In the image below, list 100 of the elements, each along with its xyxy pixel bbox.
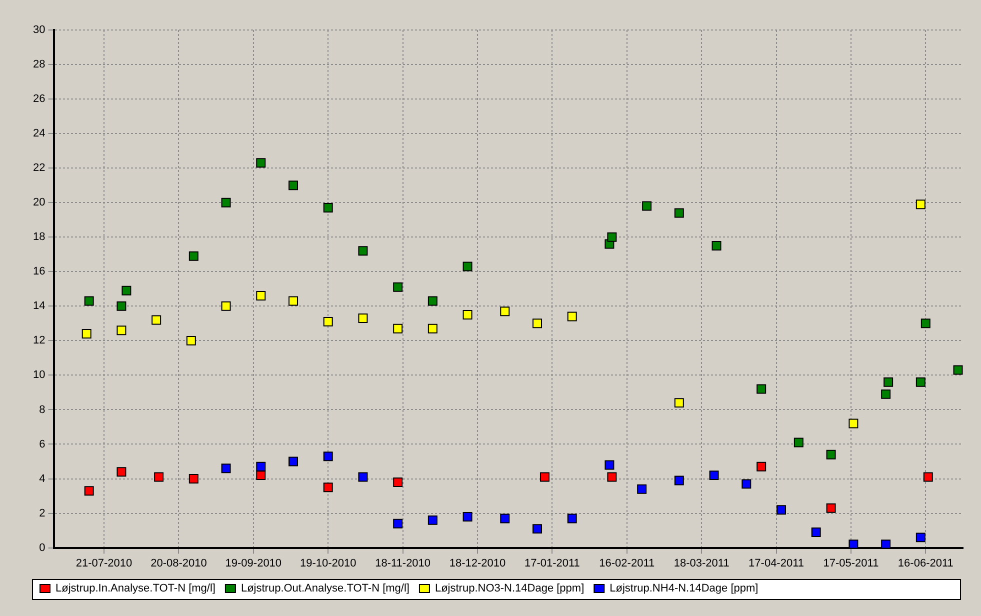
point xyxy=(186,336,196,346)
y-tick-label: 20 xyxy=(32,196,46,209)
y-tick-label: 16 xyxy=(32,266,46,278)
point xyxy=(428,296,438,306)
point xyxy=(84,486,94,496)
point xyxy=(256,470,266,480)
point xyxy=(462,512,472,522)
point xyxy=(881,389,891,399)
point xyxy=(776,505,786,515)
point xyxy=(709,470,719,480)
point xyxy=(540,472,550,482)
point xyxy=(116,326,126,336)
point xyxy=(884,377,894,387)
point xyxy=(500,306,510,316)
y-tick-label: 12 xyxy=(32,334,46,347)
y-tick-label: 30 xyxy=(32,24,46,36)
y-tick-label: 24 xyxy=(32,128,46,140)
point xyxy=(358,246,368,256)
y-tick-label: 14 xyxy=(32,300,46,312)
point xyxy=(221,198,231,208)
point xyxy=(288,296,298,306)
point xyxy=(920,318,930,328)
x-tick-label: 19-10-2010 xyxy=(300,557,356,570)
y-tick-label: 28 xyxy=(32,58,46,71)
point xyxy=(393,282,403,292)
point xyxy=(188,474,198,484)
point xyxy=(811,528,821,538)
point xyxy=(82,329,92,339)
x-tick-label: 17-05-2011 xyxy=(823,557,879,570)
x-tick-label: 17-04-2011 xyxy=(748,557,804,570)
x-tick-label: 18-12-2010 xyxy=(449,557,506,570)
y-tick-label: 6 xyxy=(39,438,46,450)
point xyxy=(393,477,403,487)
point xyxy=(916,377,926,387)
point xyxy=(532,524,542,534)
y-tick-label: 26 xyxy=(32,93,46,106)
point xyxy=(881,540,891,548)
x-tick-label: 17-01-2011 xyxy=(524,557,580,570)
point xyxy=(288,456,298,466)
x-tick-label: 20-08-2010 xyxy=(150,557,207,570)
point xyxy=(953,365,963,375)
x-tick-label: 21-07-2010 xyxy=(76,557,132,570)
point xyxy=(116,467,126,477)
x-tick-label: 18-11-2010 xyxy=(375,557,431,570)
y-tick-label: 2 xyxy=(39,507,46,520)
point xyxy=(712,241,722,250)
y-tick-label: 22 xyxy=(32,162,46,174)
point xyxy=(567,514,577,524)
x-tick-label: 16-02-2011 xyxy=(599,557,655,570)
point xyxy=(916,200,926,210)
point xyxy=(637,484,647,494)
point xyxy=(607,232,617,242)
point xyxy=(428,324,438,334)
point xyxy=(256,158,266,168)
legend-label: Løjstrup.NO3-N.14Dage [ppm] xyxy=(434,582,584,595)
point xyxy=(462,310,472,320)
point xyxy=(116,301,126,311)
point xyxy=(756,384,766,394)
point xyxy=(794,438,804,448)
point xyxy=(532,318,542,328)
y-tick-label: 18 xyxy=(32,231,46,244)
point xyxy=(567,312,577,322)
point xyxy=(607,472,617,482)
point xyxy=(358,472,368,482)
point xyxy=(848,418,858,428)
x-tick-label: 16-06-2011 xyxy=(898,557,954,570)
x-tick-label: 19-09-2010 xyxy=(225,557,282,570)
point xyxy=(256,291,266,301)
point xyxy=(428,515,438,525)
point xyxy=(323,452,333,462)
point xyxy=(604,460,614,470)
point xyxy=(122,286,132,296)
y-tick-label: 0 xyxy=(39,542,46,554)
point xyxy=(674,208,684,218)
point xyxy=(393,518,403,528)
point xyxy=(323,316,333,326)
legend-label: Løjstrup.Out.Analyse.TOT-N [mg/l] xyxy=(240,582,410,595)
point xyxy=(154,472,164,482)
point xyxy=(221,301,231,311)
point xyxy=(826,503,836,513)
point xyxy=(756,462,766,472)
point xyxy=(642,201,652,211)
point xyxy=(323,482,333,492)
point xyxy=(674,476,684,486)
legend-label: Løjstrup.In.Analyse.TOT-N [mg/l] xyxy=(56,582,216,595)
point xyxy=(848,540,858,548)
point xyxy=(826,450,836,460)
point xyxy=(84,296,94,306)
x-tick-label: 18-03-2011 xyxy=(674,557,730,570)
y-tick-label: 4 xyxy=(39,472,46,485)
point xyxy=(358,314,368,323)
point xyxy=(500,514,510,524)
point xyxy=(152,315,162,325)
point xyxy=(188,251,198,261)
point xyxy=(916,532,926,542)
point xyxy=(742,479,752,489)
point xyxy=(288,180,298,190)
point xyxy=(323,203,333,213)
point xyxy=(923,472,933,482)
point xyxy=(462,262,472,272)
